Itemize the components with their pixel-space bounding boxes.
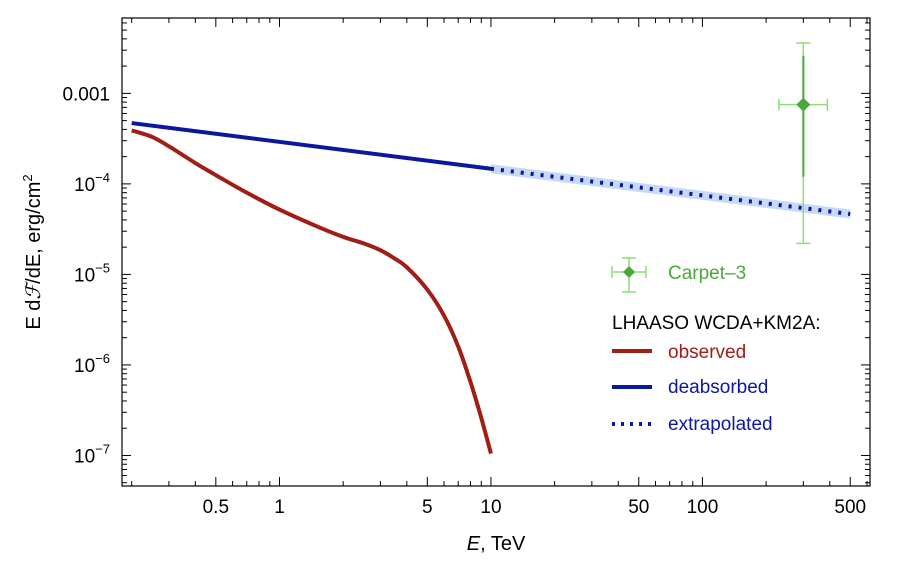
carpet-3-data-point <box>778 42 829 245</box>
y-tick-label: 10−7 <box>74 441 110 467</box>
legend-label-extrapolated: extrapolated <box>668 414 773 435</box>
x-tick-label: 0.5 <box>203 497 229 518</box>
ticks-layer <box>122 18 870 486</box>
y-axis-label: E dℱ/dE, erg/cm2 <box>20 174 45 329</box>
y-tick-label: 10−6 <box>74 351 110 377</box>
x-tick-label: 100 <box>687 497 719 518</box>
x-axis-label: E, TeV <box>467 533 526 555</box>
legend: Carpet–3 LHAASO WCDA+KM2A: observed deab… <box>611 257 821 435</box>
series-line-deabsorbed <box>131 121 492 171</box>
y-tick-label: 10−4 <box>74 170 110 196</box>
y-tick-label: 10−5 <box>74 260 110 286</box>
series-layer <box>131 121 851 455</box>
data-points-layer <box>778 42 829 245</box>
y-tick-label: 0.001 <box>62 84 110 105</box>
x-tick-label: 50 <box>628 497 649 518</box>
x-tick-label: 1 <box>274 497 285 518</box>
legend-label-observed: observed <box>668 342 746 363</box>
series-line-extrapolated <box>490 166 851 216</box>
tick-labels-layer: 0.5 1 5 10 50 100 500 10−7 10−6 10−5 10−4 0.001 <box>62 84 866 518</box>
x-tick-label: 10 <box>480 497 501 518</box>
legend-label-deabsorbed: deabsorbed <box>668 377 768 398</box>
x-tick-label: 5 <box>422 497 433 518</box>
series-line-observed <box>131 128 493 455</box>
legend-swatch-carpet <box>611 257 647 293</box>
carpet-marker <box>796 97 811 112</box>
legend-heading: LHAASO WCDA+KM2A: <box>612 313 821 334</box>
plot-frame <box>121 17 871 487</box>
x-tick-label: 500 <box>834 497 866 518</box>
legend-label-carpet: Carpet–3 <box>668 263 746 284</box>
